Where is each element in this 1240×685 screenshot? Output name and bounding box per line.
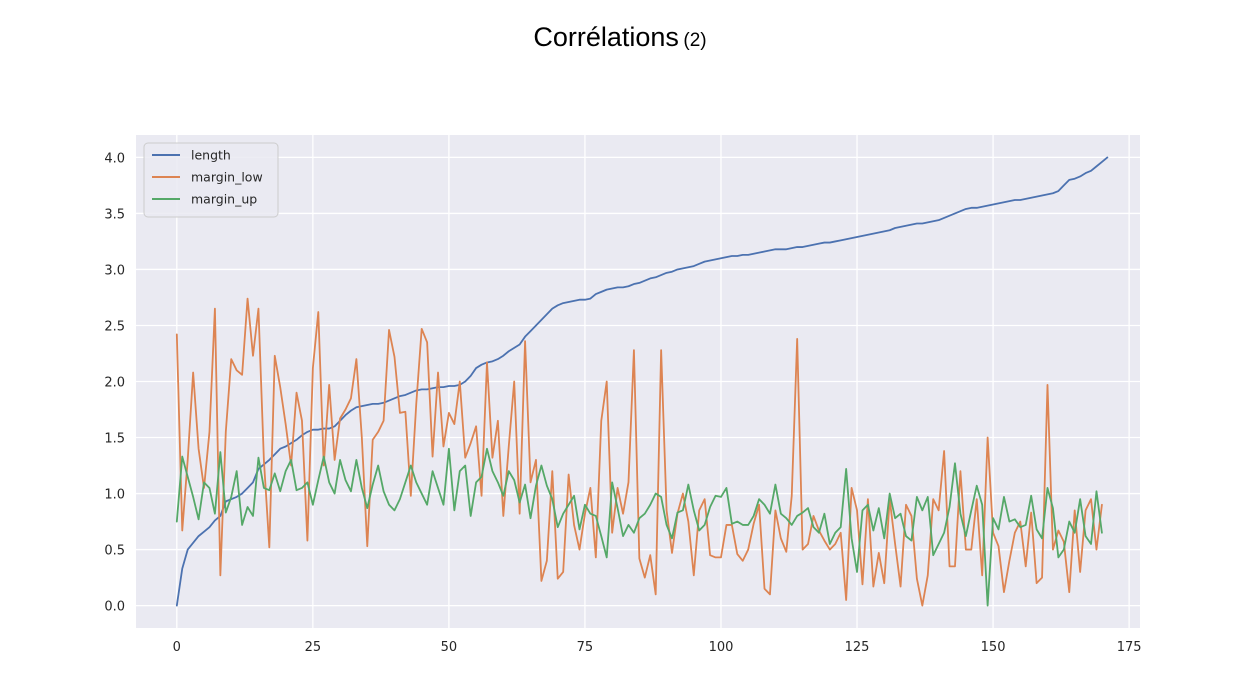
series-line-margin-up — [175, 447, 1103, 607]
slide-title-main: Corrélations — [533, 22, 679, 52]
x-tick-label: 150 — [981, 640, 1006, 655]
y-tick-label: 1.0 — [104, 488, 125, 503]
legend-label: margin_up — [191, 192, 257, 207]
y-tick-label: 3.5 — [104, 207, 125, 222]
x-tick-label: 100 — [709, 640, 734, 655]
x-tick-label: 0 — [173, 640, 181, 655]
y-tick-label: 2.0 — [104, 376, 125, 391]
x-tick-label: 125 — [845, 640, 870, 655]
y-axis-tick-labels: 0.0 0.5 1.0 1.5 2.0 2.5 3.0 3.5 4.0 — [104, 151, 125, 614]
y-tick-label: 0.5 — [104, 544, 125, 559]
series-line-margin-low — [175, 297, 1103, 607]
x-tick-label: 50 — [441, 640, 458, 655]
legend: length margin_low margin_up — [143, 142, 279, 218]
y-tick-label: 0.0 — [104, 600, 125, 615]
y-tick-label: 3.0 — [104, 263, 125, 278]
x-tick-label: 175 — [1117, 640, 1142, 655]
legend-label: length — [191, 148, 231, 163]
slide-title-suffix: (2) — [683, 30, 707, 51]
legend-label: margin_low — [191, 170, 263, 185]
y-tick-label: 1.5 — [104, 432, 125, 447]
x-tick-label: 75 — [577, 640, 594, 655]
y-tick-label: 4.0 — [104, 151, 125, 166]
series-lines — [175, 156, 1109, 607]
slide-title: Corrélations (2) — [0, 22, 1240, 53]
x-tick-label: 25 — [305, 640, 322, 655]
x-axis-tick-labels: 0 25 50 75 100 125 150 175 — [173, 640, 1142, 655]
grid-lines — [136, 135, 1140, 628]
y-tick-label: 2.5 — [104, 319, 125, 334]
